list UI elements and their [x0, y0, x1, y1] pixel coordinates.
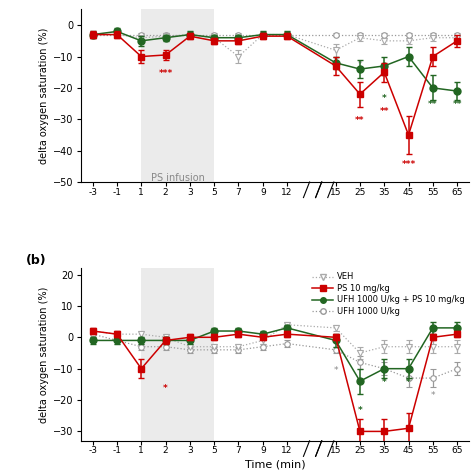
- Text: ***: ***: [158, 69, 173, 78]
- Text: **: **: [428, 100, 438, 109]
- Legend: VEH, PS 10 mg/kg, UFH 1000 U/kg + PS 10 mg/kg, UFH 1000 U/kg: VEH, PS 10 mg/kg, UFH 1000 U/kg + PS 10 …: [312, 273, 465, 316]
- Bar: [141, 9, 214, 182]
- Text: *: *: [357, 406, 362, 415]
- Text: **: **: [380, 107, 389, 116]
- Text: *: *: [430, 391, 435, 400]
- Text: PS infusion: PS infusion: [151, 173, 205, 182]
- Text: *: *: [163, 384, 168, 393]
- Text: *: *: [382, 94, 387, 103]
- Y-axis label: delta oxygen saturation (%): delta oxygen saturation (%): [39, 27, 49, 164]
- Y-axis label: delta oxygen saturation (%): delta oxygen saturation (%): [39, 286, 49, 423]
- Text: **: **: [355, 116, 365, 125]
- Text: *: *: [358, 60, 362, 69]
- Text: *: *: [333, 365, 338, 374]
- Text: ***: ***: [401, 160, 416, 169]
- Text: *: *: [406, 378, 411, 387]
- Text: *: *: [333, 56, 338, 65]
- Text: *: *: [382, 378, 387, 387]
- Text: (b): (b): [26, 255, 47, 267]
- Bar: [141, 268, 214, 441]
- Text: **: **: [452, 100, 462, 109]
- X-axis label: Time (min): Time (min): [245, 459, 305, 470]
